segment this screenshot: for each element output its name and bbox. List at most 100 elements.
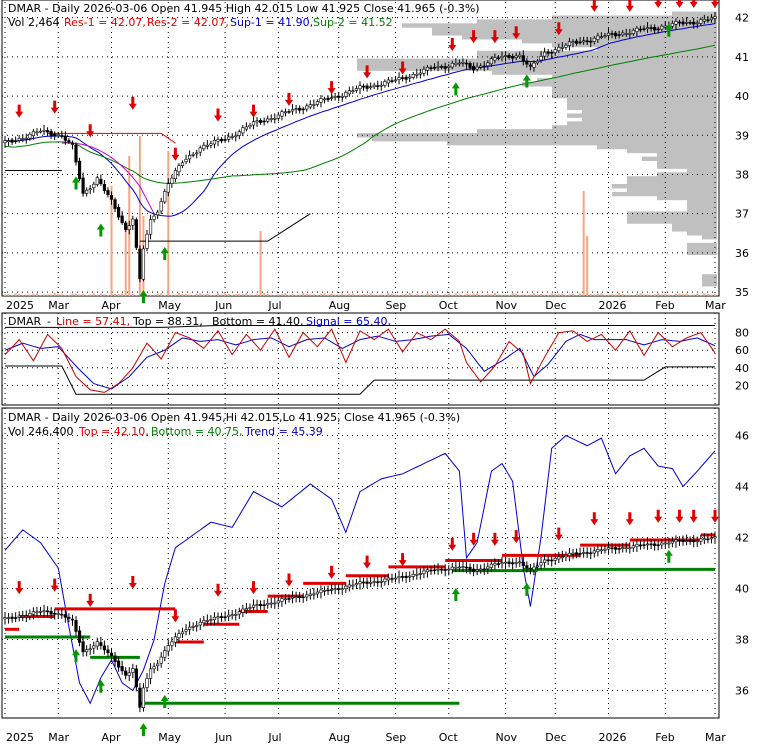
- volume-bar: [39, 294, 42, 296]
- trend-candle-body: [156, 663, 160, 667]
- sell-arrow: [50, 578, 59, 592]
- volume-bar: [579, 293, 582, 296]
- trend-candle-body: [432, 569, 437, 572]
- candle-body: [148, 219, 153, 235]
- trend-candle-body: [120, 666, 124, 672]
- trend-panel: 46 44 42 40 38 36 DMAR - Daily 2026-03-06 Ope…: [1, 407, 749, 737]
- trend-candle-body: [642, 544, 646, 546]
- trend-candle-body: [216, 616, 220, 619]
- trend-candle-body: [617, 548, 621, 550]
- trend-candle-body: [290, 596, 295, 599]
- candle-body: [56, 134, 60, 137]
- candle-body: [677, 21, 682, 24]
- trend-candle-body: [223, 616, 227, 619]
- volume-bar: [170, 294, 173, 296]
- candle-body: [3, 140, 7, 143]
- candle-body: [117, 207, 121, 218]
- candle-body: [539, 56, 543, 61]
- volume-bar: [600, 293, 603, 296]
- price-legend-title: DMAR - Daily 2026-03-06 Open 41.945 High…: [8, 2, 480, 15]
- volume-bar: [153, 294, 156, 296]
- trend-candle-body: [393, 577, 398, 580]
- trend-candle-body: [92, 645, 96, 649]
- candle-body: [53, 133, 57, 137]
- volume-bar: [188, 294, 191, 296]
- buy-arrow: [96, 679, 105, 693]
- volume-bar: [135, 294, 138, 296]
- volume-bar: [110, 186, 113, 296]
- trend-candle-body: [255, 604, 259, 606]
- trend-candle-body: [237, 611, 241, 615]
- volume-bar: [167, 151, 170, 296]
- price-xtick-label: Oct: [439, 299, 459, 312]
- trend-candle-body: [109, 652, 114, 656]
- candle-body: [305, 105, 309, 110]
- candle-body: [173, 170, 178, 180]
- candle-body: [205, 144, 209, 147]
- candle-body: [28, 133, 32, 139]
- volume-bar: [330, 293, 333, 296]
- trend-xtick-label: Dec: [545, 731, 566, 744]
- candle-body: [63, 135, 67, 141]
- candle-body: [326, 97, 330, 100]
- osc-ytick-label: 80: [735, 327, 749, 340]
- trend-candle-body: [49, 611, 53, 615]
- sell-arrow: [15, 581, 24, 595]
- volume-bar: [639, 293, 642, 296]
- volume-profile-bar: [627, 215, 717, 220]
- trend-xtick-label: Jun: [214, 731, 232, 744]
- volume-profile-bar: [567, 105, 717, 111]
- trend-candle-body: [365, 581, 369, 584]
- trend-candle-body: [95, 641, 99, 647]
- volume-profile-bar: [672, 11, 717, 16]
- trend-candle-body: [475, 569, 479, 572]
- candle-body: [315, 101, 320, 105]
- volume-bar: [501, 294, 503, 296]
- trend-candle-body: [450, 566, 454, 570]
- trend-legend-trend: Trend = 45.39: [244, 425, 323, 438]
- trend-legend-bottom: Bottom = 40.75,: [151, 425, 243, 438]
- trend-candle-body: [195, 625, 199, 627]
- volume-bar: [650, 294, 653, 296]
- trend-candle-body: [180, 631, 185, 635]
- volume-profile-bar: [702, 274, 717, 279]
- trend-candle-body: [656, 544, 660, 547]
- volume-bar: [469, 294, 472, 296]
- sell-arrow: [249, 581, 258, 595]
- price-legend-vol: Vol 2,464: [8, 16, 59, 29]
- volume-bar: [99, 293, 102, 296]
- candle-body: [358, 85, 362, 90]
- price-xtick-label: Aug: [329, 299, 350, 312]
- candle-body: [276, 114, 280, 119]
- volume-bar: [383, 294, 386, 296]
- trend-candle-body: [106, 649, 110, 653]
- volume-bar: [671, 294, 674, 296]
- volume-bar: [685, 293, 688, 296]
- price-legend-sup2: Sup-2 = 41.52: [313, 16, 393, 29]
- buy-arrow: [451, 587, 460, 601]
- volume-bar: [284, 293, 287, 296]
- sell-arrow: [285, 573, 293, 587]
- trend-candle-body: [408, 575, 412, 578]
- candle-body: [81, 177, 85, 194]
- price-ytick-label: 40: [735, 90, 749, 103]
- volume-bar: [667, 294, 670, 296]
- trend-candle-body: [273, 602, 277, 605]
- trend-candle-body: [351, 584, 355, 587]
- trend-candle-body: [372, 581, 376, 583]
- trend-line: [4, 434, 716, 705]
- volume-bar: [305, 293, 308, 296]
- volume-bar: [298, 294, 301, 296]
- candle-body: [592, 37, 596, 42]
- trend-candle-body: [188, 626, 192, 630]
- sell-arrow: [171, 609, 180, 623]
- candle-body: [216, 139, 220, 142]
- sell-arrow: [512, 26, 521, 40]
- volume-bar: [508, 294, 511, 296]
- volume-profile-bar: [687, 246, 717, 252]
- candle-body: [422, 68, 426, 74]
- candle-body: [312, 104, 316, 106]
- support-floor-line: [5, 170, 311, 242]
- volume-bar: [703, 293, 706, 296]
- volume-bar: [568, 294, 571, 296]
